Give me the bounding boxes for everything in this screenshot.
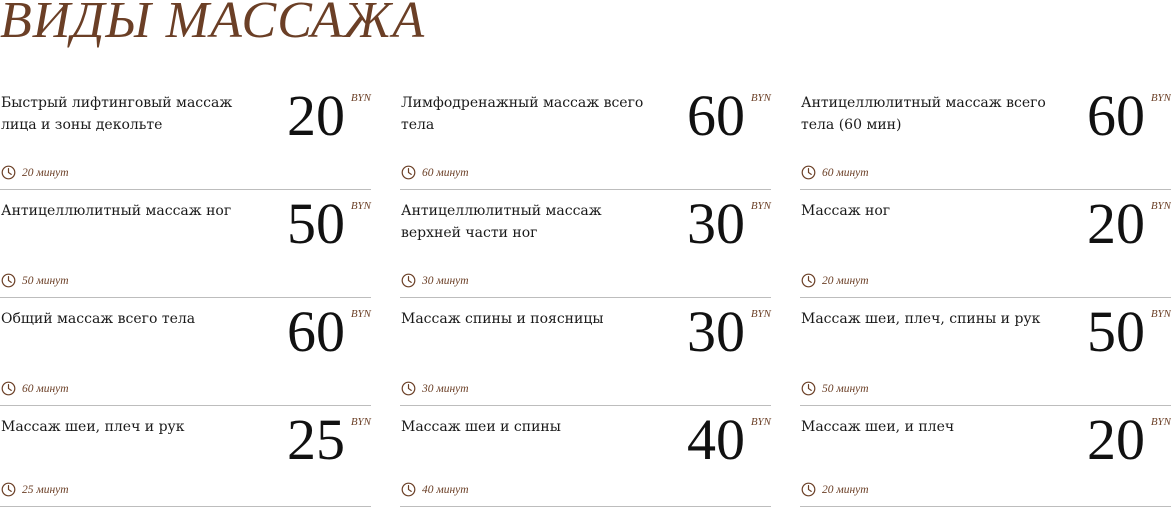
duration-text: 50 минут (822, 382, 869, 395)
service-duration: 30 минут (401, 273, 469, 288)
service-price: 50 (287, 191, 345, 256)
services-grid: Быстрый лифтинговый массаж лица и зоны д… (0, 82, 1171, 507)
service-name: Массаж шеи, плеч и рук (1, 419, 185, 435)
service-price: 20 (1087, 191, 1145, 256)
service-card: Массаж спины и поясницы 30 минут 30 BYN (400, 298, 771, 406)
currency-label: BYN (350, 308, 371, 320)
service-duration: 50 минут (801, 381, 869, 396)
service-card: Массаж ног 20 минут 20 BYN (800, 190, 1171, 298)
service-price: 30 (687, 299, 745, 364)
clock-icon (1, 273, 16, 288)
service-name: Массаж спины и поясницы (401, 311, 604, 327)
service-card: Массаж шеи, плеч, спины и рук 50 минут 5… (800, 298, 1171, 406)
service-name: Общий массаж всего тела (1, 311, 196, 327)
currency-label: BYN (1150, 308, 1171, 320)
duration-text: 60 минут (422, 166, 469, 179)
currency-label: BYN (1150, 200, 1171, 212)
clock-icon (401, 165, 416, 180)
duration-text: 50 минут (22, 274, 69, 287)
clock-icon (401, 482, 416, 497)
clock-icon (401, 273, 416, 288)
service-card: Антицеллюлитный массаж всего тела (60 ми… (800, 82, 1171, 190)
service-card: Массаж шеи, и плеч 20 минут 20 BYN (800, 406, 1171, 507)
currency-label: BYN (350, 92, 371, 104)
service-duration: 20 минут (801, 482, 869, 497)
service-name: Антицеллюлитный массаж всего тела (60 ми… (801, 95, 1046, 133)
clock-icon (401, 381, 416, 396)
clock-icon (1, 482, 16, 497)
service-duration: 50 минут (1, 273, 69, 288)
clock-icon (801, 381, 816, 396)
service-name: Антицеллюлитный массаж ног (1, 203, 232, 219)
service-name: Лимфодренажный массаж всего тела (401, 95, 644, 133)
service-duration: 40 минут (401, 482, 469, 497)
currency-label: BYN (1150, 92, 1171, 104)
service-price: 60 (287, 299, 345, 364)
service-price: 50 (1087, 299, 1145, 364)
duration-text: 40 минут (422, 483, 469, 496)
service-price: 25 (287, 407, 345, 472)
service-duration: 20 минут (1, 165, 69, 180)
currency-label: BYN (1150, 416, 1171, 428)
duration-text: 25 минут (22, 483, 69, 496)
service-name: Антицеллюлитный массаж верхней части ног (401, 203, 602, 241)
service-duration: 60 минут (801, 165, 869, 180)
duration-text: 30 минут (422, 274, 469, 287)
page-title: ВИДЫ МАССАЖА (0, 0, 426, 49)
service-name: Массаж шеи и спины (401, 419, 561, 435)
duration-text: 60 минут (822, 166, 869, 179)
duration-text: 20 минут (822, 483, 869, 496)
service-price: 20 (287, 83, 345, 148)
service-card: Антицеллюлитный массаж ног 50 минут 50 B… (0, 190, 371, 298)
currency-label: BYN (750, 416, 771, 428)
clock-icon (801, 165, 816, 180)
service-name: Быстрый лифтинговый массаж лица и зоны д… (1, 95, 233, 133)
service-card: Быстрый лифтинговый массаж лица и зоны д… (0, 82, 371, 190)
service-card: Антицеллюлитный массаж верхней части ног… (400, 190, 771, 298)
service-price: 30 (687, 191, 745, 256)
service-name: Массаж ног (801, 203, 891, 219)
clock-icon (801, 482, 816, 497)
service-card: Общий массаж всего тела 60 минут 60 BYN (0, 298, 371, 406)
service-name: Массаж шеи, и плеч (801, 419, 955, 435)
currency-label: BYN (350, 416, 371, 428)
currency-label: BYN (750, 200, 771, 212)
service-duration: 60 минут (401, 165, 469, 180)
service-card: Массаж шеи и спины 40 минут 40 BYN (400, 406, 771, 507)
service-duration: 20 минут (801, 273, 869, 288)
service-duration: 30 минут (401, 381, 469, 396)
duration-text: 20 минут (22, 166, 69, 179)
clock-icon (801, 273, 816, 288)
service-duration: 25 минут (1, 482, 69, 497)
duration-text: 60 минут (22, 382, 69, 395)
duration-text: 20 минут (822, 274, 869, 287)
clock-icon (1, 381, 16, 396)
service-duration: 60 минут (1, 381, 69, 396)
currency-label: BYN (750, 92, 771, 104)
duration-text: 30 минут (422, 382, 469, 395)
service-card: Лимфодренажный массаж всего тела 60 мину… (400, 82, 771, 190)
currency-label: BYN (350, 200, 371, 212)
service-price: 20 (1087, 407, 1145, 472)
currency-label: BYN (750, 308, 771, 320)
service-card: Массаж шеи, плеч и рук 25 минут 25 BYN (0, 406, 371, 507)
clock-icon (1, 165, 16, 180)
service-price: 40 (687, 407, 745, 472)
service-price: 60 (1087, 83, 1145, 148)
service-name: Массаж шеи, плеч, спины и рук (801, 311, 1041, 327)
service-price: 60 (687, 83, 745, 148)
